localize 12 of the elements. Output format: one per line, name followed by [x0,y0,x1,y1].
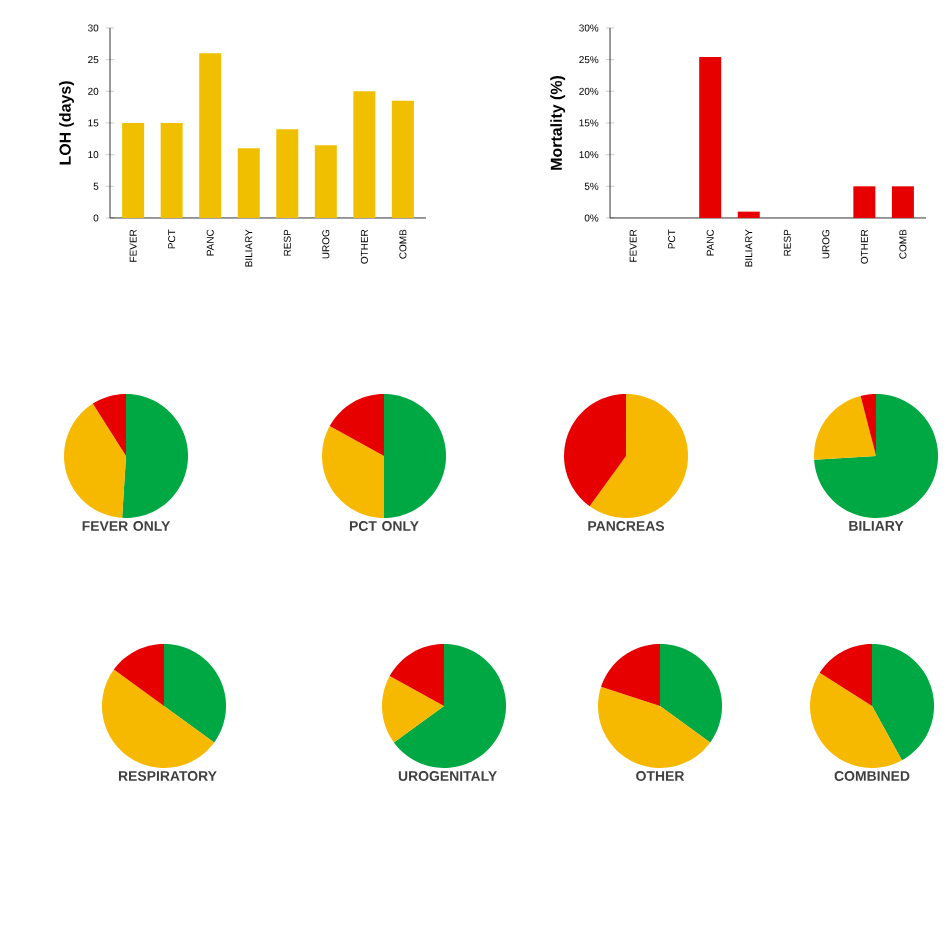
bar [891,186,914,218]
bar [737,211,760,218]
bar [237,148,260,218]
bar [699,57,722,218]
bar [353,91,376,218]
bar [199,53,222,218]
bar [122,122,145,218]
bar [160,122,183,218]
bar [391,100,414,218]
bar [853,186,876,218]
bar [276,129,299,218]
bar [314,145,337,218]
